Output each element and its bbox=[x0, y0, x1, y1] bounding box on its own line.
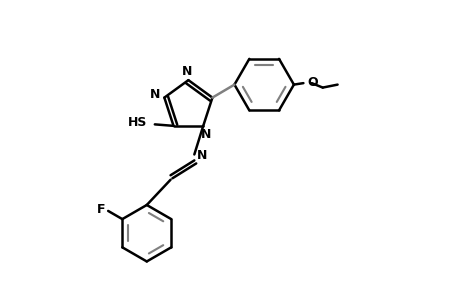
Text: N: N bbox=[196, 149, 207, 162]
Text: N: N bbox=[200, 128, 210, 141]
Text: N: N bbox=[181, 65, 192, 78]
Text: F: F bbox=[96, 203, 105, 216]
Text: N: N bbox=[150, 88, 160, 100]
Text: O: O bbox=[306, 76, 317, 89]
Text: HS: HS bbox=[128, 116, 147, 129]
